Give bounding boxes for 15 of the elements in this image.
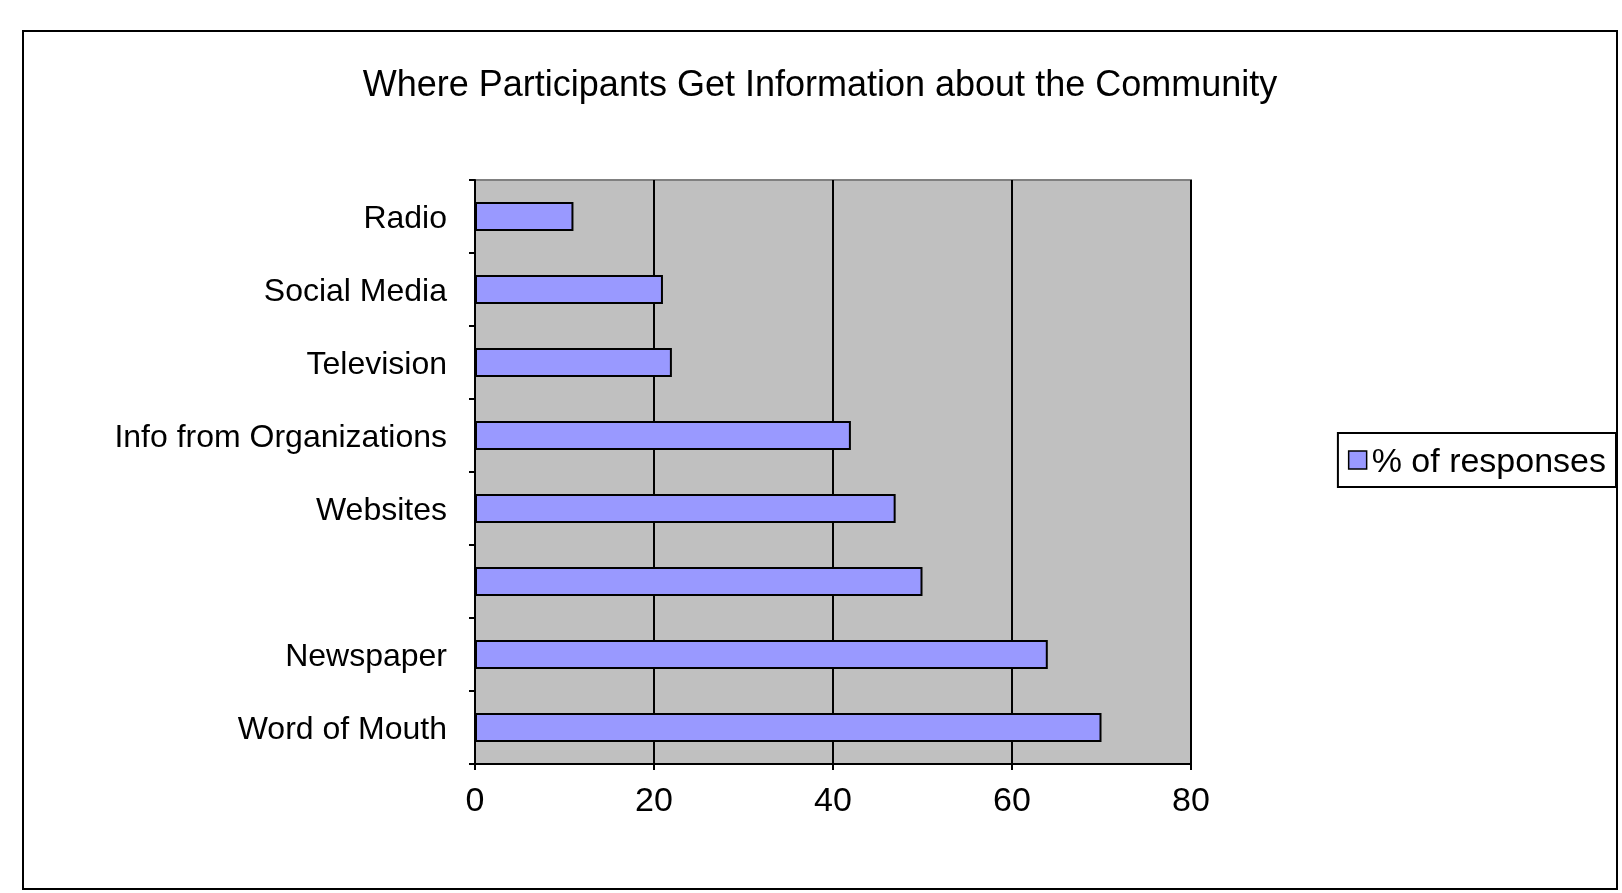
y-tick-label: Info from Organizations xyxy=(114,417,447,454)
y-tick-label: Social Media xyxy=(263,271,448,308)
y-tick-label: Newspaper xyxy=(285,636,448,673)
x-tick-label: 80 xyxy=(1172,780,1210,818)
y-tick-label: Radio xyxy=(363,198,447,235)
bar xyxy=(475,201,574,232)
y-tick-label: Television xyxy=(306,344,447,381)
x-tick-label: 60 xyxy=(993,780,1031,818)
legend-label: % of responses xyxy=(1371,441,1607,479)
x-tick-label: 0 xyxy=(465,780,485,818)
y-tick-label: Websites xyxy=(315,490,447,527)
x-tick-label: 20 xyxy=(635,780,673,818)
chart-title: Where Participants Get Information about the Community xyxy=(362,62,1278,104)
y-tick-label: Word of Mouth xyxy=(237,709,447,746)
x-tick-label: 40 xyxy=(814,780,852,818)
